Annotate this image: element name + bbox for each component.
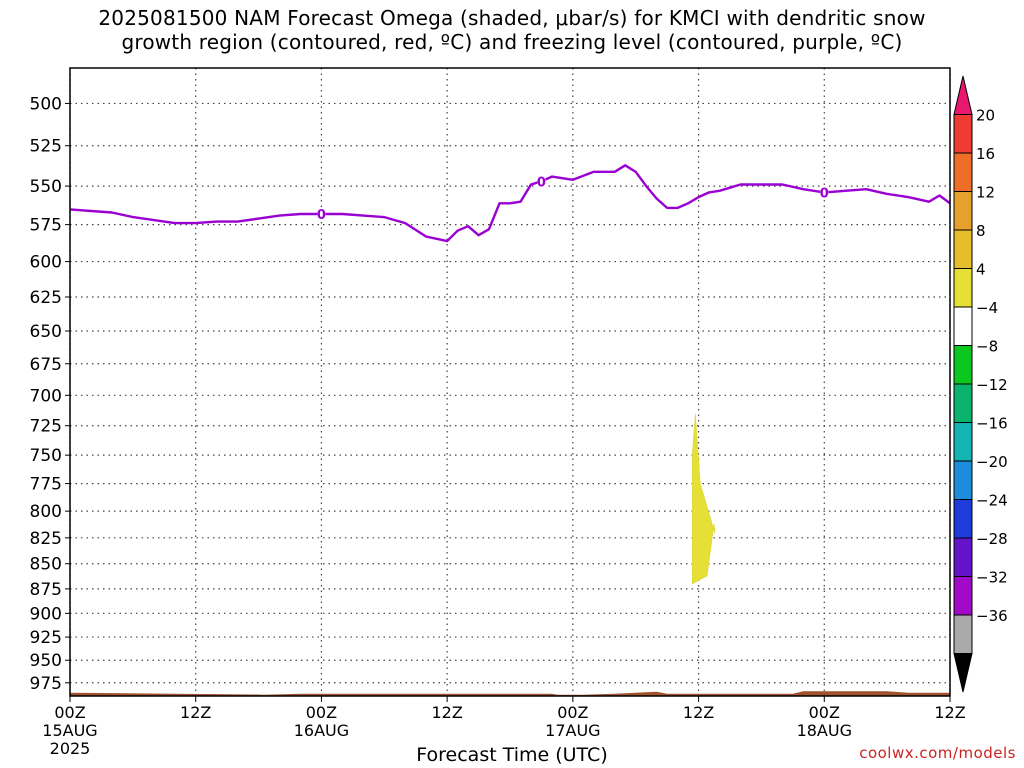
- colorbar-label: −20: [976, 453, 1008, 471]
- colorbar-swatch: [953, 383, 973, 423]
- y-tick-label: 775: [30, 475, 62, 495]
- colorbar-label: 4: [976, 261, 986, 279]
- colorbar-label: −8: [976, 338, 998, 356]
- colorbar-swatch: [953, 422, 973, 462]
- y-tick-label: 825: [30, 529, 62, 549]
- x-tick-label: 00Z: [809, 703, 840, 722]
- colorbar-label: −4: [976, 299, 998, 317]
- colorbar-swatch: [953, 499, 973, 539]
- freezing-level-layer: 0 0 0: [70, 164, 950, 243]
- y-tick-label: 950: [30, 651, 62, 671]
- contour-label-bg: [317, 207, 326, 222]
- freezing-level-label: 0: [317, 208, 326, 223]
- colorbar-swatch: [953, 306, 973, 346]
- freezing-level-label: 0: [537, 175, 546, 190]
- colorbar-triangle-bottom: [953, 653, 973, 693]
- y-tick-label: 550: [30, 177, 62, 197]
- y-tick-label: 575: [30, 216, 62, 236]
- y-tick-label: 525: [30, 137, 62, 157]
- x-tick-label: 12Z: [180, 703, 211, 722]
- freezing-level-line: [70, 164, 950, 243]
- y-axis: 500 525 550 575 600 625 650 675 700 725 750 775 800 8…: [30, 94, 70, 694]
- colorbar-swatch: [953, 114, 973, 154]
- omega-region: [692, 413, 716, 585]
- y-tick-label: 900: [30, 604, 62, 624]
- y-tick-label: 975: [30, 674, 62, 694]
- y-tick-label: 675: [30, 355, 62, 375]
- chart-title-line1: 2025081500 NAM Forecast Omega (shaded, μ…: [98, 6, 926, 30]
- terrain-fill: [70, 691, 950, 696]
- colorbar-swatch: [953, 345, 973, 385]
- terrain-band: [70, 691, 950, 696]
- colorbar-label: 8: [976, 222, 986, 240]
- y-tick-label: 800: [30, 502, 62, 522]
- x-tick-date: 17AUG: [545, 721, 600, 740]
- x-tick-label: 00Z: [54, 703, 85, 722]
- colorbar-swatch: [953, 614, 973, 654]
- y-tick-label: 625: [30, 288, 62, 308]
- colorbar-swatch: [953, 576, 973, 616]
- contour-label-bg: [537, 174, 546, 189]
- x-tick-date: 18AUG: [797, 721, 852, 740]
- colorbar-label: 20: [976, 107, 995, 125]
- x-tick-label: 00Z: [306, 703, 337, 722]
- freezing-level-label: 0: [820, 186, 829, 201]
- y-tick-label: 875: [30, 580, 62, 600]
- x-tick-label: 12Z: [683, 703, 714, 722]
- gridlines: [69, 68, 951, 696]
- colorbar-swatch: [953, 229, 973, 269]
- colorbar-label: −12: [976, 376, 1008, 394]
- colorbar-label: 16: [976, 145, 995, 163]
- colorbar-label: −36: [976, 607, 1008, 625]
- chart-title: 2025081500 NAM Forecast Omega (shaded, μ…: [0, 6, 1024, 54]
- y-tick-label: 500: [30, 94, 62, 114]
- x-axis-title: Forecast Time (UTC): [416, 744, 608, 766]
- y-tick-label: 600: [30, 253, 62, 273]
- colorbar: 20 16 12 8 4 −4 −8 −12 −16 −20 −24 −28 −32 −36: [953, 75, 1008, 693]
- x-tick-year: 2025: [50, 739, 91, 758]
- contour-label-bg: [820, 185, 829, 200]
- x-tick-label: 12Z: [934, 703, 965, 722]
- colorbar-label: −32: [976, 569, 1008, 587]
- colorbar-label: −28: [976, 530, 1008, 548]
- colorbar-label: 12: [976, 184, 995, 202]
- colorbar-swatch: [953, 152, 973, 192]
- x-tick-date: 16AUG: [294, 721, 349, 740]
- omega-shading: [692, 413, 716, 585]
- colorbar-swatch: [953, 537, 973, 577]
- chart-title-line2: growth region (contoured, red, ºC) and f…: [121, 30, 903, 54]
- y-tick-label: 850: [30, 555, 62, 575]
- x-tick-date: 15AUG: [42, 721, 97, 740]
- y-tick-label: 725: [30, 417, 62, 437]
- colorbar-swatch: [953, 268, 973, 308]
- y-tick-label: 750: [30, 446, 62, 466]
- x-tick-label: 00Z: [557, 703, 588, 722]
- y-tick-label: 925: [30, 628, 62, 648]
- colorbar-triangle-top: [953, 75, 973, 115]
- x-tick-label: 12Z: [431, 703, 462, 722]
- y-tick-label: 700: [30, 386, 62, 406]
- y-tick-label: 650: [30, 322, 62, 342]
- plot-frame: [69, 67, 951, 697]
- credit-text: coolwx.com/models: [859, 744, 1016, 762]
- colorbar-label: −24: [976, 492, 1008, 510]
- colorbar-label: −16: [976, 415, 1008, 433]
- colorbar-swatch: [953, 460, 973, 500]
- colorbar-swatch: [953, 191, 973, 231]
